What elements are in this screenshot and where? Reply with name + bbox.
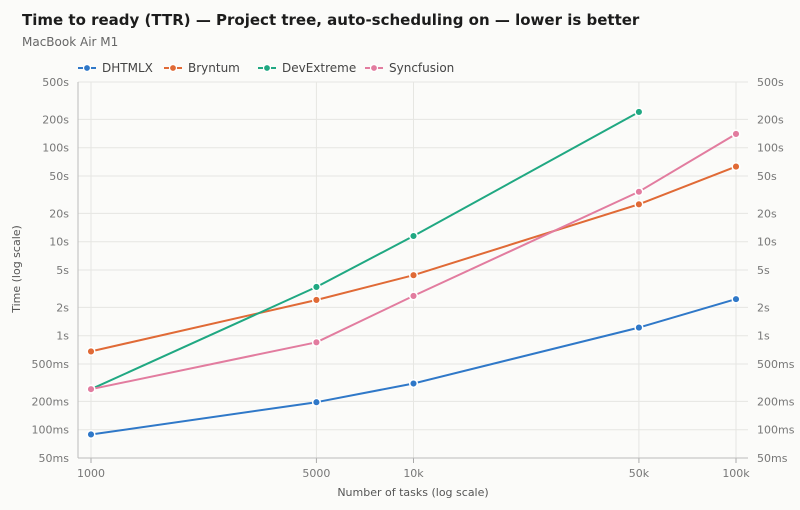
y-tick-label-left: 500s	[42, 76, 69, 89]
y-tick-label-left: 200ms	[32, 395, 70, 408]
y-tick-label-right: 500ms	[757, 358, 795, 371]
data-point-bryntum	[311, 295, 321, 305]
data-point-syncfusion	[311, 337, 321, 347]
data-point-bryntum	[634, 199, 644, 209]
data-point-devextreme	[311, 282, 321, 292]
data-point-dhtmlx	[731, 294, 741, 304]
y-tick-label-left: 500ms	[32, 358, 70, 371]
y-tick-label-right: 1s	[757, 330, 770, 343]
legend-marker-devextreme	[262, 63, 272, 73]
x-tick-label: 1000	[77, 467, 105, 480]
x-tick-label: 50k	[629, 467, 650, 480]
y-tick-label-left: 100s	[42, 142, 69, 155]
axes: 50ms 50ms 100ms 100ms 200ms 200ms 500ms 500ms 1s…	[32, 76, 795, 480]
x-tick-label: 100k	[722, 467, 750, 480]
legend-marker-syncfusion	[369, 63, 379, 73]
x-tick-label: 5000	[302, 467, 330, 480]
data-point-dhtmlx	[408, 378, 419, 389]
y-tick-label-left: 200s	[42, 113, 69, 126]
y-tick-label-left: 50ms	[39, 452, 70, 465]
grid	[78, 81, 748, 459]
y-tick-label-right: 10s	[757, 236, 777, 249]
y-tick-label-right: 100ms	[757, 424, 795, 437]
y-tick-label-right: 200ms	[757, 395, 795, 408]
y-tick-label-right: 100s	[757, 142, 784, 155]
data-point-syncfusion	[731, 129, 741, 139]
y-tick-label-left: 20s	[49, 207, 69, 220]
series-line-devextreme	[90, 111, 640, 391]
chart-title: Time to ready (TTR) — Project tree, auto…	[22, 11, 640, 29]
data-point-bryntum	[86, 346, 96, 356]
data-point-syncfusion	[634, 187, 644, 197]
data-point-bryntum	[408, 270, 419, 280]
y-tick-label-right: 500s	[757, 76, 784, 89]
legend-label-syncfusion: Syncfusion	[389, 61, 454, 75]
y-tick-label-left: 2s	[56, 301, 69, 314]
legend-label-dhtmlx: DHTMLX	[102, 61, 153, 75]
data-point-dhtmlx	[86, 429, 96, 440]
y-tick-label-right: 20s	[757, 207, 777, 220]
data-point-syncfusion	[86, 384, 96, 394]
y-tick-label-right: 50s	[757, 170, 777, 183]
y-tick-label-right: 5s	[757, 264, 770, 277]
legend-label-devextreme: DevExtreme	[282, 61, 356, 75]
legend-marker-bryntum	[168, 63, 178, 73]
legend-label-bryntum: Bryntum	[188, 61, 240, 75]
data-point-dhtmlx	[311, 397, 321, 407]
x-axis-title: Number of tasks (log scale)	[337, 486, 488, 499]
data-point-devextreme	[634, 107, 644, 117]
chart-subtitle: MacBook Air M1	[22, 35, 119, 49]
y-tick-label-left: 5s	[56, 264, 69, 277]
y-tick-label-left: 1s	[56, 330, 69, 343]
data-point-devextreme	[408, 231, 419, 241]
data-point-dhtmlx	[634, 323, 644, 333]
data-point-syncfusion	[408, 291, 419, 301]
x-tick-label: 10k	[403, 467, 424, 480]
y-axis-title: Time (log scale)	[10, 225, 23, 314]
y-tick-label-left: 10s	[49, 236, 69, 249]
y-tick-label-left: 50s	[49, 170, 69, 183]
series-layer	[86, 107, 741, 440]
y-tick-label-right: 2s	[757, 301, 770, 314]
y-tick-label-right: 200s	[757, 113, 784, 126]
legend: DHTMLX Bryntum DevExtreme Syncfusion	[78, 61, 454, 75]
data-point-bryntum	[731, 162, 741, 172]
y-tick-label-right: 50ms	[757, 452, 788, 465]
y-tick-label-left: 100ms	[32, 424, 70, 437]
legend-marker-dhtmlx	[82, 63, 92, 73]
